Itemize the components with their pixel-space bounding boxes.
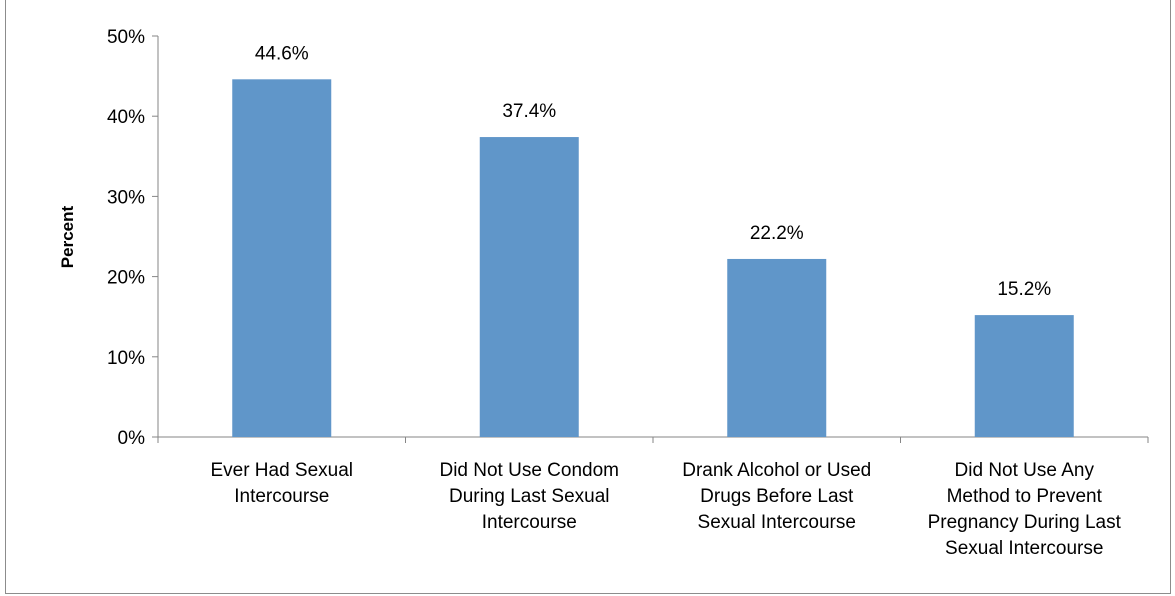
chart-frame bbox=[5, 0, 1171, 594]
x-category-label: Ever Had Sexual Intercourse bbox=[210, 460, 353, 507]
data-label: 44.6% bbox=[255, 43, 309, 64]
y-axis-title: Percent bbox=[58, 205, 77, 268]
data-label: 15.2% bbox=[997, 279, 1051, 300]
data-labels: 44.6% 37.4% 22.2% 15.2% bbox=[255, 43, 1051, 300]
bar bbox=[727, 258, 827, 437]
y-tick-label: 40% bbox=[107, 107, 145, 128]
x-category-label: Did Not Use Any Method to Prevent Pregnanc… bbox=[928, 460, 1122, 559]
x-axis: Ever Had Sexual Intercourse Did Not Use Co… bbox=[157, 436, 1149, 559]
y-axis: 0% 10% 20% 30% 40% 50% bbox=[107, 27, 159, 449]
data-label: 22.2% bbox=[750, 223, 804, 244]
y-tick-label: 10% bbox=[107, 348, 145, 369]
y-tick-label: 20% bbox=[107, 268, 145, 289]
y-tick-label: 0% bbox=[118, 428, 146, 449]
bar bbox=[232, 79, 332, 438]
y-tick-label: 50% bbox=[107, 27, 145, 48]
data-label: 37.4% bbox=[502, 101, 556, 122]
y-tick-label: 30% bbox=[107, 187, 145, 208]
x-category-label: Drank Alcohol or Used Drugs Before Last Se… bbox=[682, 460, 871, 533]
bar bbox=[974, 315, 1074, 437]
bars bbox=[232, 79, 1074, 438]
bar bbox=[479, 137, 579, 437]
x-category-label: Did Not Use Condom During Last Sexual Inte… bbox=[439, 460, 619, 533]
